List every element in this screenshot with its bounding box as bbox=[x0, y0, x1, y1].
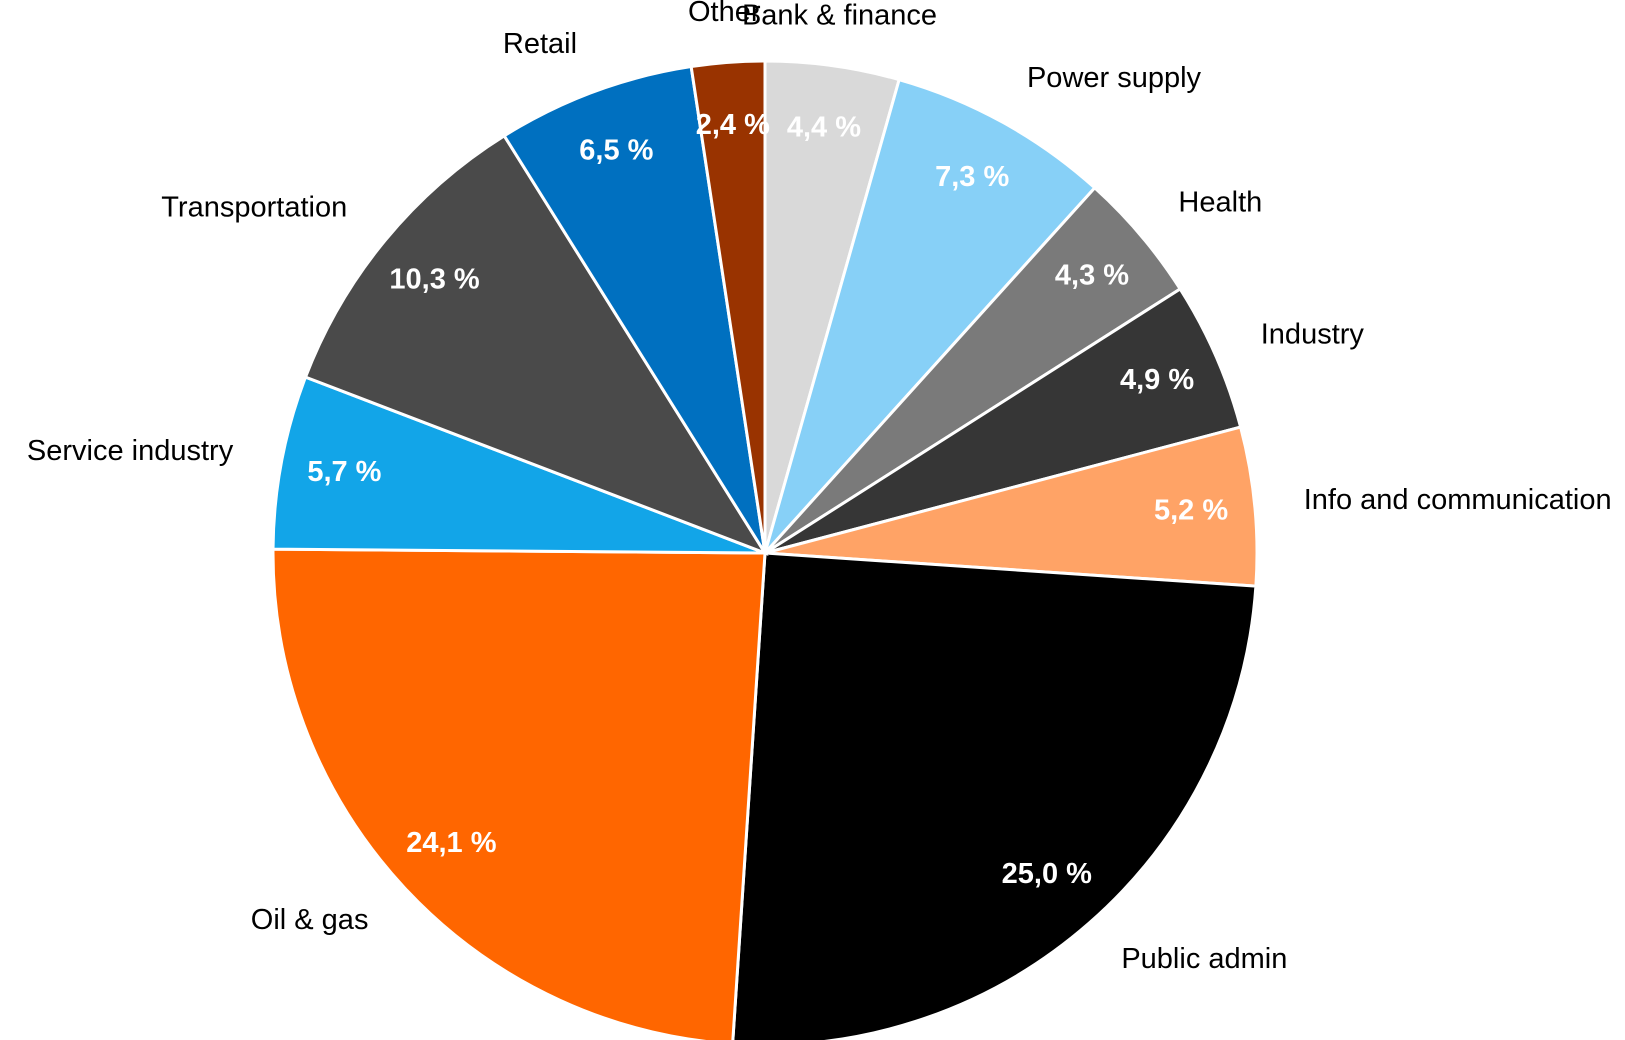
pie-slice bbox=[271, 375, 766, 555]
value-label: 2,4 % bbox=[696, 109, 770, 141]
category-label: Bank & finance bbox=[742, 0, 937, 32]
value-label: 5,7 % bbox=[307, 456, 381, 488]
value-label: 25,0 % bbox=[1002, 858, 1092, 890]
pie-slice bbox=[303, 133, 769, 557]
pie-slice bbox=[763, 77, 1097, 555]
category-label: Transportation bbox=[161, 192, 347, 224]
category-label: Health bbox=[1178, 186, 1262, 218]
value-label: 7,3 % bbox=[935, 161, 1009, 193]
pie-slice bbox=[271, 547, 767, 1040]
category-label: Other bbox=[688, 0, 761, 28]
value-label: 10,3 % bbox=[389, 264, 479, 296]
pie-slice bbox=[502, 64, 767, 554]
value-label: 5,2 % bbox=[1154, 495, 1228, 527]
category-label: Service industry bbox=[27, 435, 234, 467]
value-label: 24,1 % bbox=[406, 827, 496, 859]
category-label: Public admin bbox=[1121, 943, 1287, 975]
value-label: 4,3 % bbox=[1055, 259, 1129, 291]
category-label: Industry bbox=[1261, 319, 1365, 351]
value-label: 4,9 % bbox=[1120, 364, 1194, 396]
category-label: Power supply bbox=[1027, 62, 1202, 94]
pie-slice bbox=[689, 59, 767, 554]
pie-slice bbox=[764, 286, 1243, 555]
category-label: Retail bbox=[503, 28, 577, 60]
category-label: Oil & gas bbox=[251, 904, 369, 936]
value-label: 6,5 % bbox=[579, 134, 653, 166]
value-label: 4,4 % bbox=[787, 112, 861, 144]
pie-slice bbox=[764, 425, 1259, 588]
category-label: Info and communication bbox=[1304, 484, 1612, 516]
